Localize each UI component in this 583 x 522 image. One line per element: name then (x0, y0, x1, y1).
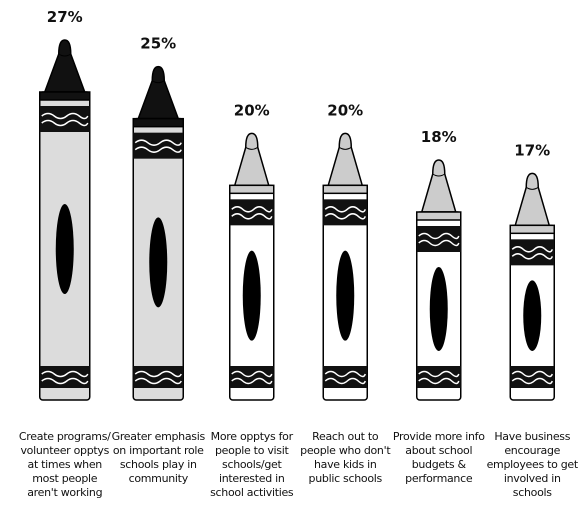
crayon-collar (132, 117, 184, 128)
category-label: Greater emphasis on important role schoo… (111, 430, 206, 485)
crayon-band (510, 366, 555, 388)
band-wave (511, 377, 553, 385)
crayon-band (510, 239, 555, 266)
crayon (39, 39, 91, 401)
crayon-label (523, 280, 542, 351)
value-label: 18% (421, 128, 457, 146)
value-label: 17% (514, 141, 550, 159)
tip-ridge (151, 80, 165, 84)
value-label: 25% (140, 35, 176, 53)
category-label: Create programs/ volunteer opptys at tim… (18, 430, 111, 499)
crayon-band (39, 366, 90, 388)
crayon-label (55, 204, 74, 294)
crayon-label (242, 250, 261, 341)
value-label: 27% (47, 8, 83, 26)
crayon-label (336, 250, 355, 341)
crayon (132, 65, 184, 401)
band-wave (231, 213, 273, 220)
crayon (416, 159, 462, 401)
band-wave (134, 139, 182, 146)
crayon (229, 132, 275, 401)
band-wave (231, 370, 273, 378)
tip-ridge (245, 146, 259, 150)
crayon (322, 132, 368, 401)
tip-ridge (525, 186, 539, 190)
band-wave (41, 370, 89, 378)
band-wave (231, 206, 273, 213)
crayon-collar (322, 184, 368, 195)
crayon-band (416, 366, 461, 388)
category-label: Provide more info about school budgets &… (392, 430, 485, 485)
crayon-collar (416, 211, 462, 221)
band-wave (134, 146, 182, 153)
band-wave (418, 232, 460, 240)
value-label: 20% (234, 101, 270, 119)
band-wave (134, 370, 182, 378)
category-label: Reach out to people who don't have kids … (300, 430, 391, 485)
crayon-label (429, 267, 448, 351)
crayon-band (229, 199, 274, 226)
band-wave (41, 377, 89, 385)
crayon-collar (229, 184, 275, 195)
crayon-band (323, 366, 368, 388)
band-wave (324, 370, 366, 378)
band-wave (41, 112, 89, 120)
crayon-label (149, 217, 168, 308)
crayon-band (229, 366, 274, 388)
crayon-tip (233, 132, 270, 187)
band-wave (324, 206, 366, 213)
band-wave (511, 246, 553, 253)
crayon-band (133, 366, 184, 388)
tip-ridge (432, 173, 446, 177)
crayon-band (323, 199, 368, 226)
band-wave (511, 253, 553, 260)
value-label: 20% (327, 101, 363, 119)
crayon-collar (39, 91, 91, 101)
crayon-tip (137, 65, 180, 120)
crayon-collar (509, 224, 555, 235)
category-label: More opptys for people to visit schools/… (210, 430, 294, 499)
band-wave (418, 377, 460, 385)
band-wave (134, 377, 182, 385)
band-wave (324, 213, 366, 220)
band-wave (418, 239, 460, 247)
crayon-band (416, 226, 461, 252)
crayon-tip (43, 39, 86, 93)
category-label: Have business encourage employees to get… (486, 430, 579, 499)
band-wave (41, 119, 89, 127)
band-wave (511, 370, 553, 378)
crayon-tip (327, 132, 364, 187)
crayon-tip (514, 172, 551, 227)
crayon-band (133, 132, 184, 159)
band-wave (418, 370, 460, 378)
band-wave (324, 377, 366, 385)
band-wave (231, 377, 273, 385)
crayon-tip (420, 159, 457, 213)
tip-ridge (338, 146, 352, 150)
tip-ridge (58, 53, 72, 57)
crayon-band (39, 106, 90, 132)
crayon (509, 172, 555, 401)
